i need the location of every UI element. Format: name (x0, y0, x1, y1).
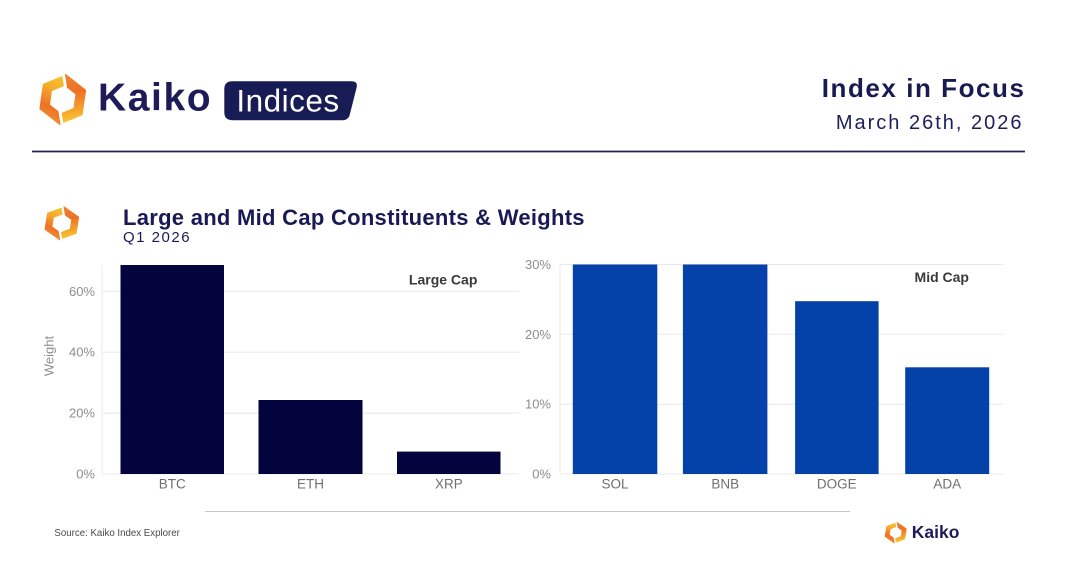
svg-text:March 26th, 2026: March 26th, 2026 (836, 112, 1024, 134)
svg-text:0%: 0% (76, 467, 95, 482)
svg-text:Kaiko: Kaiko (98, 77, 212, 120)
svg-text:Mid Cap: Mid Cap (915, 269, 969, 285)
svg-text:DOGE: DOGE (817, 477, 857, 492)
svg-text:Large Cap: Large Cap (409, 272, 477, 288)
svg-text:Source: Kaiko Index Explorer: Source: Kaiko Index Explorer (54, 528, 180, 539)
svg-text:Large and Mid Cap Constituents: Large and Mid Cap Constituents & Weights (123, 205, 585, 230)
svg-text:20%: 20% (69, 406, 95, 421)
svg-text:40%: 40% (69, 345, 95, 360)
svg-text:Q1 2026: Q1 2026 (123, 229, 191, 246)
svg-text:60%: 60% (69, 284, 95, 299)
svg-text:0%: 0% (532, 467, 551, 482)
svg-text:Indices: Indices (236, 82, 339, 118)
svg-text:ETH: ETH (297, 477, 324, 492)
svg-text:30%: 30% (525, 257, 551, 272)
svg-text:BNB: BNB (711, 477, 739, 492)
svg-text:Weight: Weight (42, 336, 57, 377)
svg-text:ADA: ADA (933, 477, 961, 492)
svg-text:XRP: XRP (435, 477, 463, 492)
svg-text:BTC: BTC (159, 477, 186, 492)
svg-text:20%: 20% (525, 327, 551, 342)
svg-text:Kaiko: Kaiko (912, 522, 960, 542)
svg-text:Index in Focus: Index in Focus (822, 73, 1026, 103)
svg-text:10%: 10% (525, 397, 551, 412)
svg-text:SOL: SOL (601, 477, 629, 492)
